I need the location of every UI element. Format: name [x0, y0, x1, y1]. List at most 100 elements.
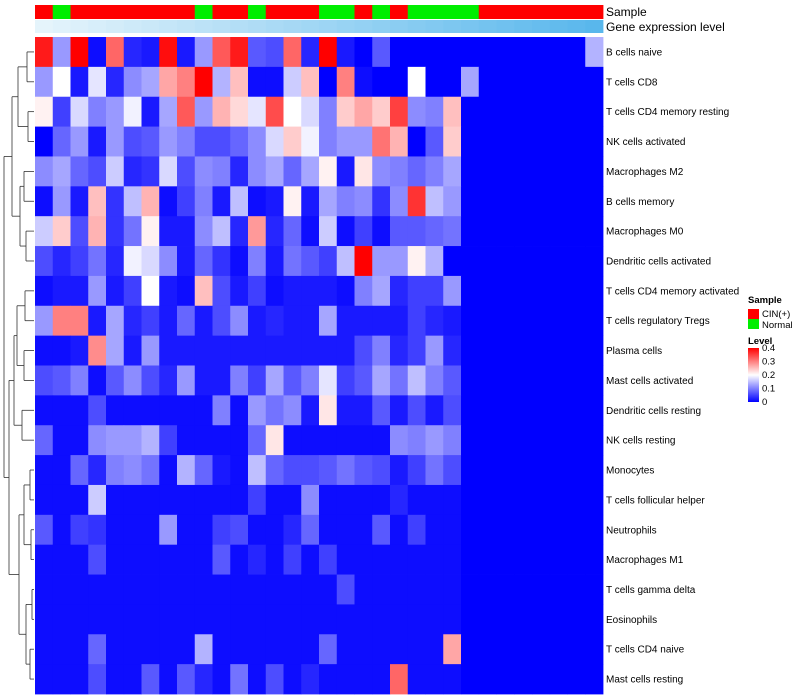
heatmap-cell: [265, 246, 284, 277]
heatmap-cell: [585, 514, 604, 546]
heatmap-cell: [177, 37, 196, 68]
sample-annotation-cell: [283, 5, 302, 19]
heatmap-cell: [532, 66, 551, 98]
heatmap-cell: [159, 156, 178, 187]
gene-expression-annotation-cell: [407, 20, 426, 33]
heatmap-cell: [461, 37, 480, 68]
gene-expression-annotation-cell: [106, 20, 125, 33]
heatmap-cell: [177, 425, 196, 456]
heatmap-cell: [407, 305, 426, 337]
heatmap-cell: [159, 395, 178, 426]
heatmap-cell: [532, 634, 551, 665]
heatmap-cell: [35, 126, 54, 157]
heatmap-cell: [88, 634, 107, 665]
heatmap-cell: [230, 37, 249, 68]
sample-annotation-cell: [159, 5, 178, 19]
heatmap-cell: [141, 514, 160, 546]
heatmap-cell: [461, 305, 480, 337]
heatmap-cell: [336, 37, 355, 68]
heatmap-cell: [319, 96, 338, 127]
sample-annotation-cell: [35, 5, 54, 19]
heatmap-cell: [141, 216, 160, 247]
heatmap-cell: [478, 275, 497, 307]
heatmap-cell: [35, 365, 54, 396]
heatmap-cell: [106, 186, 125, 217]
heatmap-cell: [407, 186, 426, 217]
heatmap-cell: [106, 126, 125, 157]
heatmap-cell: [230, 604, 249, 635]
heatmap-cell: [88, 574, 107, 605]
heatmap-cell: [514, 455, 533, 486]
heatmap-cell: [567, 514, 586, 546]
heatmap-cell: [336, 186, 355, 217]
heatmap-cell: [52, 365, 71, 396]
heatmap-cell: [390, 425, 409, 456]
heatmap-cell: [88, 544, 107, 575]
heatmap-cell: [265, 365, 284, 396]
legend-swatch-cin: [748, 309, 759, 319]
heatmap-cell: [461, 126, 480, 157]
heatmap-cell: [354, 455, 373, 486]
row-label: Macrophages M1: [606, 555, 684, 566]
heatmap-cell: [265, 66, 284, 98]
heatmap-cell: [514, 305, 533, 337]
heatmap-cell: [230, 335, 249, 366]
heatmap-cell: [549, 96, 568, 127]
legend-label-cin: CIN(+): [762, 309, 790, 320]
heatmap-cell: [52, 186, 71, 217]
heatmap-cell: [248, 305, 267, 337]
heatmap-cell: [70, 275, 89, 307]
heatmap-cell: [159, 455, 178, 486]
heatmap-cell: [354, 484, 373, 516]
heatmap-cell: [336, 365, 355, 396]
heatmap-cell: [532, 126, 551, 157]
heatmap-cell: [230, 66, 249, 98]
heatmap-cell: [407, 216, 426, 247]
heatmap-cell: [354, 425, 373, 456]
heatmap-cell: [177, 156, 196, 187]
row-label: Neutrophils: [606, 525, 657, 536]
heatmap-cell: [372, 664, 391, 695]
heatmap-cell: [194, 634, 213, 665]
heatmap-cell: [70, 425, 89, 456]
heatmap-cell: [407, 37, 426, 68]
heatmap-cell: [461, 365, 480, 396]
heatmap-cell: [301, 156, 320, 187]
heatmap-cell: [212, 66, 231, 98]
heatmap-cell: [70, 514, 89, 546]
heatmap-cell: [248, 96, 267, 127]
heatmap-cell: [549, 664, 568, 695]
heatmap-cell: [159, 305, 178, 337]
heatmap-cell: [212, 425, 231, 456]
heatmap-cell: [141, 425, 160, 456]
heatmap-cell: [549, 216, 568, 247]
heatmap-cell: [194, 365, 213, 396]
heatmap-cell: [52, 156, 71, 187]
heatmap-cell: [123, 275, 142, 307]
heatmap-cell: [407, 246, 426, 277]
heatmap-cell: [407, 664, 426, 695]
gene-expression-annotation-cell: [514, 20, 533, 33]
heatmap-cell: [567, 305, 586, 337]
heatmap-cell: [88, 216, 107, 247]
heatmap-cell: [194, 664, 213, 695]
sample-annotation-cell: [567, 5, 586, 19]
heatmap-cell: [443, 484, 462, 516]
heatmap-cell: [248, 37, 267, 68]
gene-expression-annotation-cell: [194, 20, 213, 33]
heatmap-cell: [496, 275, 515, 307]
heatmap-cell: [319, 66, 338, 98]
heatmap-cell: [407, 425, 426, 456]
heatmap-cell: [372, 246, 391, 277]
heatmap-cell: [514, 37, 533, 68]
gene-expression-annotation-cell: [390, 20, 409, 33]
heatmap-cell: [390, 395, 409, 426]
heatmap-cell: [35, 484, 54, 516]
heatmap-cell: [265, 275, 284, 307]
heatmap-cell: [159, 604, 178, 635]
heatmap-cell: [496, 186, 515, 217]
heatmap-cell: [141, 156, 160, 187]
sample-annotation-cell: [585, 5, 604, 19]
heatmap-cell: [177, 395, 196, 426]
